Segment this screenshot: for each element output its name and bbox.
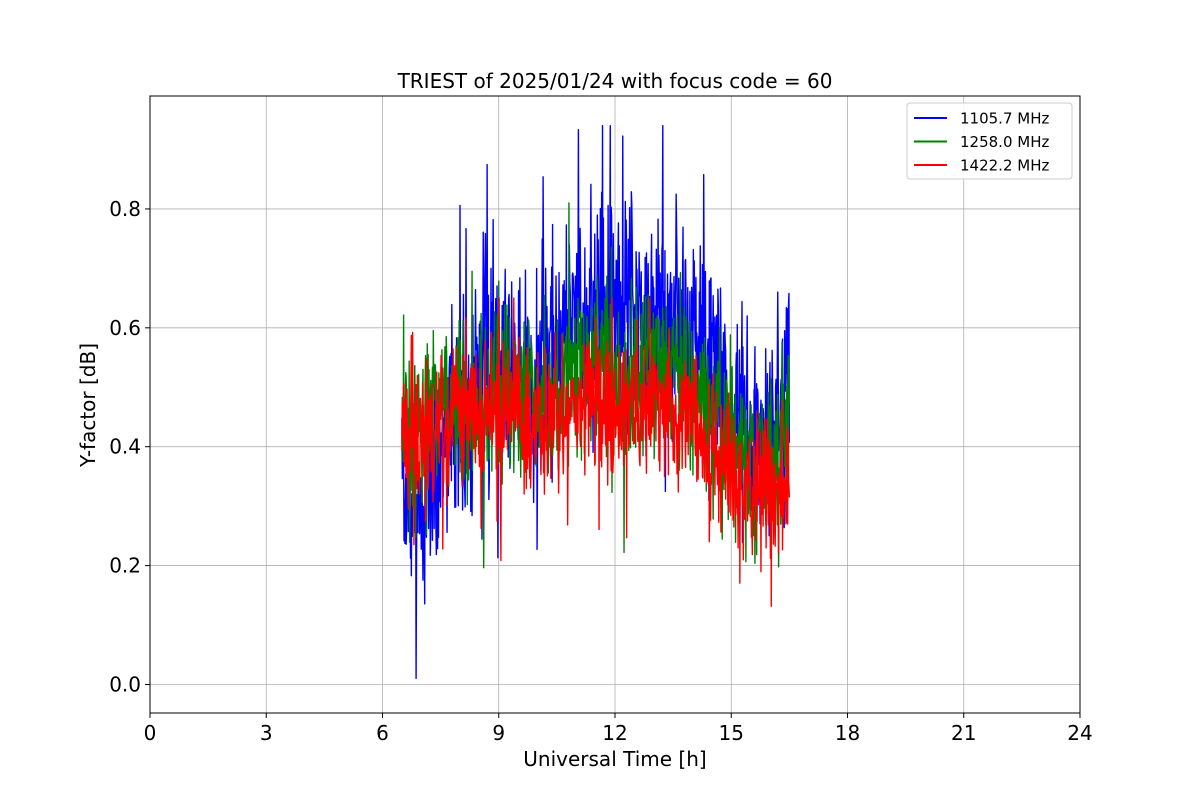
x-tick-label: 18 — [835, 721, 860, 745]
legend-label-2: 1258.0 MHz — [960, 133, 1049, 151]
y-tick-label: 0.8 — [109, 197, 141, 221]
x-tick-label: 6 — [376, 721, 389, 745]
y-tick-label: 0.4 — [109, 435, 141, 459]
y-tick-label: 0.6 — [109, 316, 141, 340]
chart-title: TRIEST of 2025/01/24 with focus code = 6… — [397, 69, 833, 93]
x-tick-label: 21 — [951, 721, 976, 745]
x-tick-label: 15 — [719, 721, 744, 745]
y-tick-label: 0.0 — [109, 672, 141, 696]
x-tick-label: 12 — [602, 721, 627, 745]
x-tick-label: 0 — [144, 721, 157, 745]
ticks: 0 3 6 9 12 15 18 21 24 0.0 0.2 0.4 0.6 0.8 — [109, 197, 1093, 745]
legend-label-3: 1422.2 MHz — [960, 157, 1049, 175]
x-axis-label: Universal Time [h] — [523, 747, 706, 771]
legend: 1105.7 MHz 1258.0 MHz 1422.2 MHz — [906, 102, 1073, 180]
series-line-3 — [401, 297, 791, 607]
y-tick-label: 0.2 — [109, 554, 141, 578]
x-tick-label: 24 — [1067, 721, 1092, 745]
series-layer — [401, 125, 791, 680]
x-tick-label: 9 — [492, 721, 505, 745]
legend-label-1: 1105.7 MHz — [960, 110, 1049, 128]
x-tick-label: 3 — [260, 721, 273, 745]
y-axis-label: Y-factor [dB] — [76, 343, 100, 468]
legend-box — [906, 102, 1073, 180]
